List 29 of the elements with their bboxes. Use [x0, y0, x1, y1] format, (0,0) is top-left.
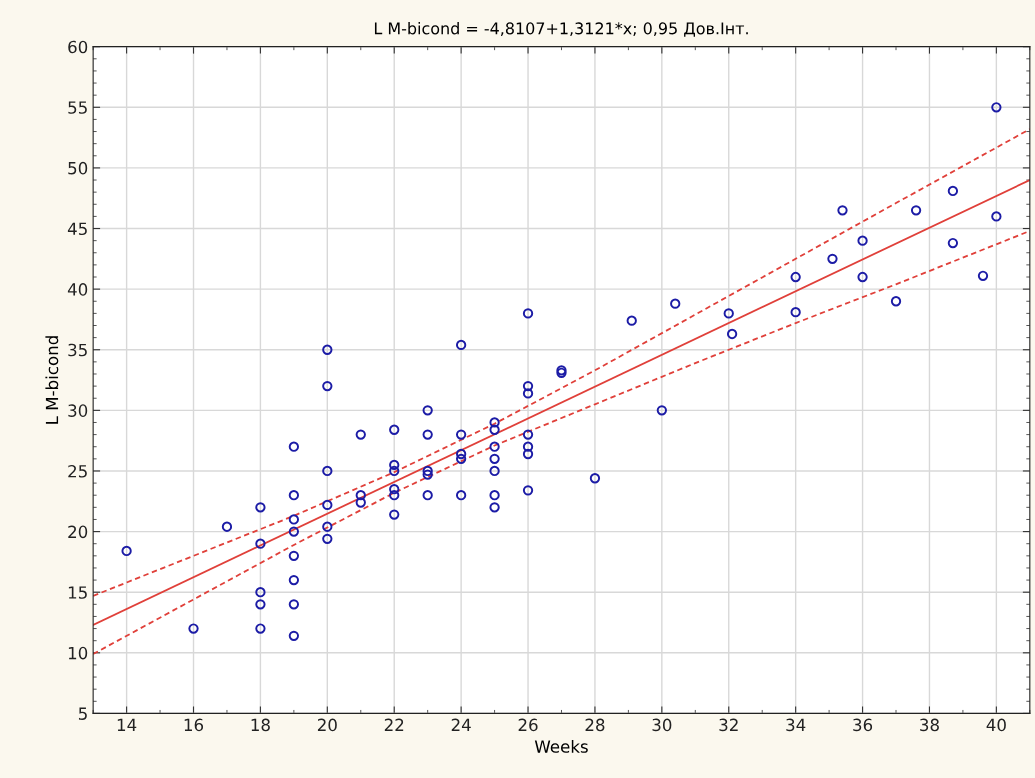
- chart-title: L M-bicond = -4,8107+1,3121*x; 0,95 Дов.Інт.: [374, 22, 748, 37]
- y-tick-label: 35: [68, 343, 87, 357]
- x-tick-label: 18: [251, 718, 270, 732]
- x-tick-label: 28: [585, 718, 605, 732]
- x-tick-label: 38: [920, 718, 939, 732]
- y-tick-label: 55: [68, 101, 87, 114]
- y-tick-label: 30: [68, 404, 88, 417]
- y-tick-label: 40: [67, 283, 88, 296]
- x-tick-label: 30: [652, 718, 672, 732]
- y-tick-label: 15: [68, 586, 87, 599]
- y-tick-label: 60: [68, 40, 88, 54]
- x-tick-label: 22: [384, 718, 404, 731]
- x-tick-label: 20: [317, 718, 337, 732]
- x-tick-label: 16: [184, 718, 204, 732]
- x-axis-title: Weeks: [534, 739, 588, 753]
- x-tick-label: 32: [719, 718, 738, 732]
- y-tick-label: 20: [68, 525, 88, 539]
- x-tick-label: 34: [786, 718, 806, 732]
- x-tick-label: 24: [451, 718, 471, 731]
- y-tick-label: 25: [68, 464, 87, 478]
- x-tick-label: 36: [853, 718, 873, 732]
- y-axis-title: L M-bicond: [45, 336, 59, 424]
- y-tick-label: 10: [68, 646, 88, 660]
- y-tick-label: 50: [68, 161, 88, 175]
- x-tick-label: 26: [518, 718, 538, 732]
- x-tick-label: 14: [117, 718, 137, 731]
- y-tick-label: 5: [78, 707, 87, 720]
- y-tick-label: 45: [67, 222, 87, 236]
- x-tick-label: 40: [986, 718, 1006, 732]
